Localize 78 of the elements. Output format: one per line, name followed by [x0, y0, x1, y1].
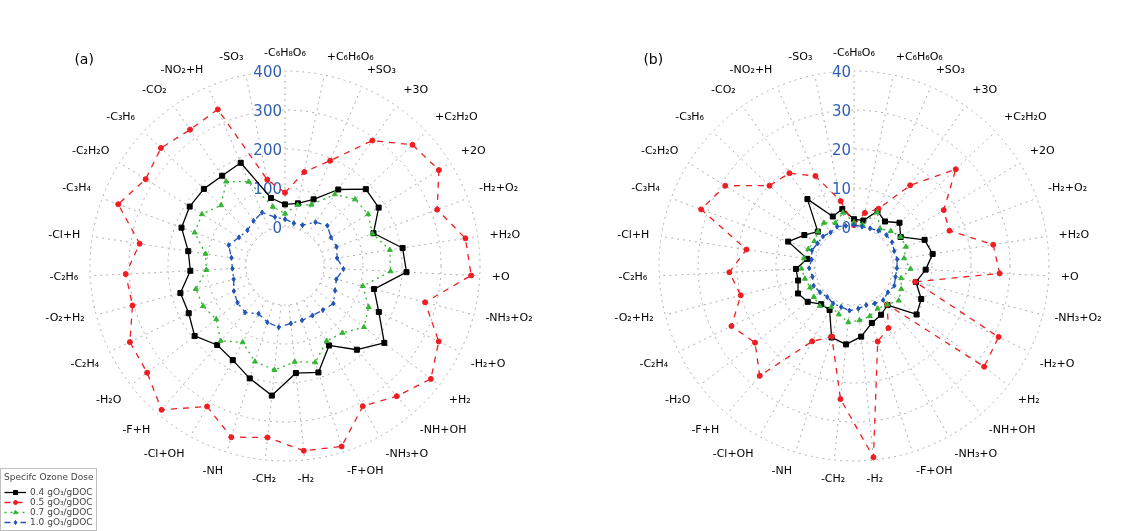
spoke-label: -SO₃ [788, 50, 813, 64]
spoke-label: -Cl+H [617, 228, 650, 242]
spoke-label: -CO₂ [711, 83, 736, 97]
spoke-label: -CH₂ [820, 471, 846, 485]
spoke-label: -NH₃+O₂ [1054, 311, 1102, 325]
y-tick-label: 40 [831, 63, 852, 81]
y-tick-label: 300 [253, 102, 283, 120]
spoke-label: -NH [202, 463, 224, 477]
spoke-label: +O [1060, 269, 1079, 283]
spoke-label: -H₂+O₂ [1048, 181, 1088, 195]
spoke-label: -C₂H₆ [618, 269, 648, 283]
spoke-label: -H₂+O [470, 357, 506, 371]
spoke-label: -C₂H₂O [71, 143, 110, 157]
spoke-label: -NO₂+H [729, 62, 773, 76]
spoke-label: -SO₃ [219, 50, 244, 64]
spoke-label: -C₃H₄ [631, 181, 661, 195]
spoke-label: -C₂H₆ [49, 269, 79, 283]
spoke-label: -NH+OH [988, 423, 1036, 437]
chart-title: (b) [643, 51, 664, 68]
spoke-label: +H₂ [448, 392, 471, 406]
spoke-label: +C₂H₂O [435, 110, 479, 124]
spoke-label: +H₂O [489, 228, 521, 242]
spoke-label: -H₂O [96, 392, 122, 406]
spoke-label: -H₂+O₂ [479, 181, 519, 195]
spoke-label: -Cl+OH [143, 446, 185, 460]
spoke-label: +3O [403, 83, 429, 97]
spoke-label: -NH+OH [419, 423, 467, 437]
spoke-label: +O [491, 269, 510, 283]
y-tick-label: 20 [831, 141, 852, 159]
spoke-label: -C₃H₆ [106, 110, 136, 124]
spoke-label: -C₆H₈O₆ [264, 46, 307, 59]
spoke-label: -C₃H₆ [675, 110, 705, 124]
legend-title: Specifc Ozone Dose [4, 472, 94, 482]
y-tick-label: 30 [831, 102, 852, 120]
spoke-label: +SO₃ [935, 62, 965, 76]
spoke-label: +H₂O [1058, 228, 1090, 242]
spoke-label: -NO₂+H [160, 62, 204, 76]
spoke-label: -C₂H₄ [70, 357, 100, 371]
y-tick-label: 0 [841, 219, 851, 237]
spoke-label: -C₆H₈O₆ [833, 46, 876, 59]
legend-label: 0.5 gO₃/gDOC [30, 497, 93, 507]
spoke-label: -F+OH [346, 463, 384, 477]
legend-label: 0.7 gO₃/gDOC [30, 507, 93, 517]
spoke-label: -H₂+O [1039, 357, 1075, 371]
spoke-label: -F+H [122, 423, 151, 437]
y-tick-label: 0 [272, 219, 282, 237]
spoke-label: -H₂ [297, 471, 315, 485]
legend-label: 0.4 gO₃/gDOC [30, 487, 93, 497]
y-tick-label: 200 [253, 141, 283, 159]
spoke-label: -C₂H₂O [640, 143, 679, 157]
spoke-label: -CH₂ [251, 471, 277, 485]
legend-label: 1.0 gO₃/gDOC [30, 517, 93, 527]
spoke-label: -O₂+H₂ [45, 311, 85, 325]
spoke-label: -Cl+OH [712, 446, 754, 460]
spoke-label: -H₂O [665, 392, 691, 406]
spoke-label: -NH₃+O [954, 446, 998, 460]
spoke-label: -CO₂ [142, 83, 167, 97]
spoke-label: +2O [1029, 143, 1055, 157]
spoke-label: -C₃H₄ [62, 181, 92, 195]
spoke-label: +C₆H₆O₆ [895, 50, 944, 64]
spoke-label: +2O [460, 143, 486, 157]
spoke-label: -O₂+H₂ [614, 311, 654, 325]
y-tick-label: 400 [253, 63, 283, 81]
spoke-label: -NH [771, 463, 793, 477]
spoke-label: -Cl+H [48, 228, 81, 242]
spoke-label: -NH₃+O [385, 446, 429, 460]
spoke-label: -C₂H₄ [639, 357, 669, 371]
spoke-label: +C₂H₂O [1004, 110, 1048, 124]
spoke-label: +SO₃ [366, 62, 396, 76]
spoke-label: +C₆H₆O₆ [326, 50, 375, 64]
spoke-label: +H₂ [1017, 392, 1040, 406]
chart-title: (a) [74, 51, 94, 68]
spoke-label: +3O [972, 83, 998, 97]
spoke-label: -NH₃+O₂ [485, 311, 533, 325]
spoke-label: -F+H [691, 423, 720, 437]
y-tick-label: 10 [831, 180, 852, 198]
spoke-label: -F+OH [915, 463, 953, 477]
spoke-label: -H₂ [866, 471, 884, 485]
